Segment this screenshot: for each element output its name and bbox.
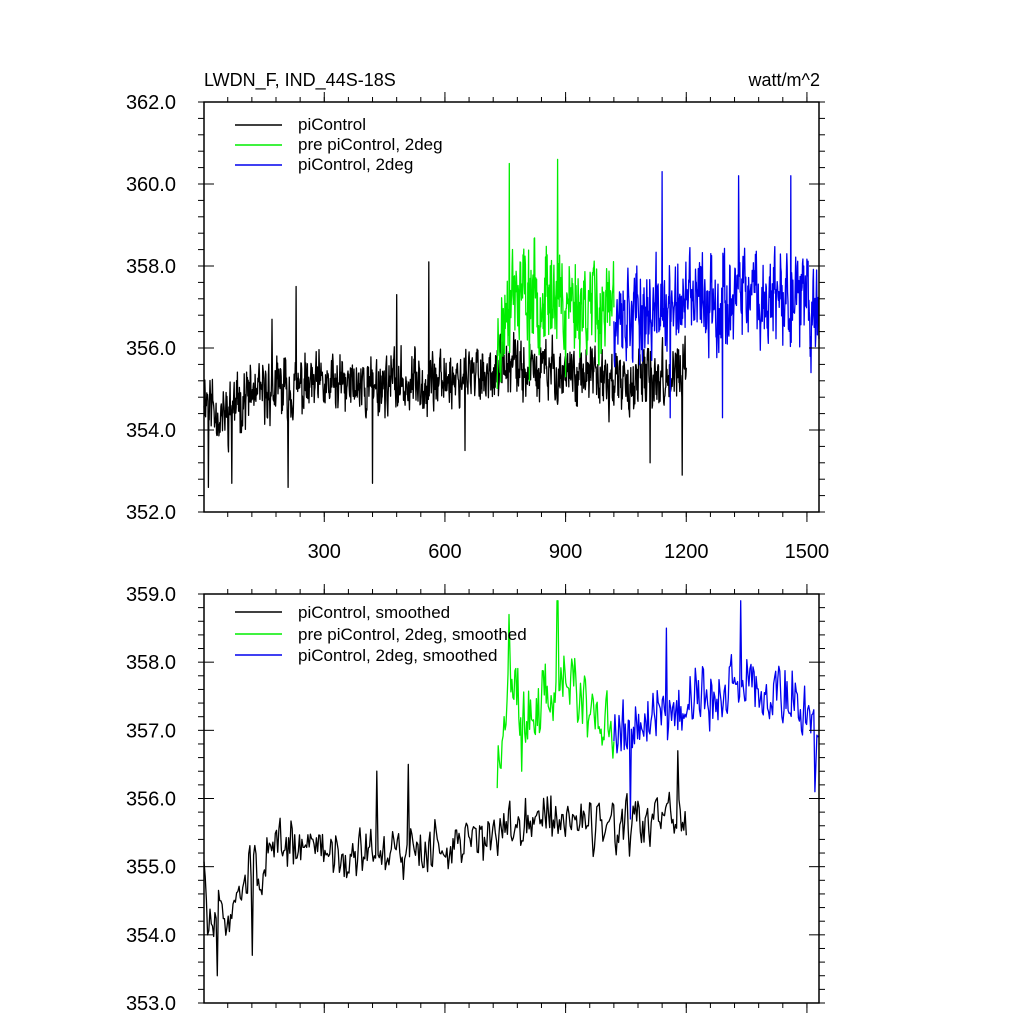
top-plot-frame (203, 101, 820, 513)
top-x-tick-label: 900 (549, 541, 582, 563)
top-y-tick-label: 354.0 (126, 420, 176, 442)
bottom-y-tick-label: 355.0 (126, 857, 176, 879)
top-series-lines (203, 158, 820, 489)
bottom-legend: piControl, smoothed pre piControl, 2deg,… (235, 603, 527, 665)
top-units-label: watt/m^2 (748, 70, 820, 90)
top-x-tick-label: 1200 (664, 541, 709, 563)
top-series-picontrol-2deg (613, 171, 820, 419)
top-axis-ticks: 352.0 354.0 356.0 358.0 360.0 362.0 300 600 900 1… (126, 92, 829, 563)
legend-label-picontrol-2deg-smoothed: piControl, 2deg, smoothed (298, 646, 497, 665)
bottom-y-tick-label: 356.0 (126, 789, 176, 811)
top-legend: piControl pre piControl, 2deg piControl,… (235, 115, 443, 174)
top-y-tick-label: 360.0 (126, 174, 176, 196)
bottom-y-tick-label: 357.0 (126, 720, 176, 742)
bottom-plot-frame (203, 593, 820, 1004)
top-y-tick-label: 358.0 (126, 256, 176, 278)
legend-label-picontrol: piControl (298, 115, 366, 134)
bottom-series-picontrol-smoothed (203, 750, 687, 977)
top-series-picontrol (203, 261, 687, 489)
top-y-tick-label: 362.0 (126, 92, 176, 114)
top-title: LWDN_F, IND_44S-18S (204, 70, 396, 91)
bottom-y-tick-label: 354.0 (126, 925, 176, 947)
top-series-pre-picontrol-2deg (496, 158, 615, 390)
top-x-tick-label: 300 (308, 541, 341, 563)
legend-label-pre-picontrol-2deg: pre piControl, 2deg (298, 135, 443, 154)
top-y-tick-label: 356.0 (126, 338, 176, 360)
top-x-tick-label: 600 (428, 541, 461, 563)
bottom-y-tick-label: 358.0 (126, 652, 176, 674)
bottom-y-tick-label: 359.0 (126, 584, 176, 606)
bottom-y-tick-label: 353.0 (126, 993, 176, 1015)
legend-label-picontrol-smoothed: piControl, smoothed (298, 603, 450, 622)
top-panel: LWDN_F, IND_44S-18S watt/m^2 352.0354.03… (126, 70, 829, 563)
bottom-panel: 353.0 354.0 355.0 356.0 357.0 358.0 359.0 piCo… (126, 584, 825, 1015)
legend-label-picontrol-2deg: piControl, 2deg (298, 155, 413, 174)
bottom-series-picontrol-2deg-smoothed (613, 600, 820, 820)
top-x-tick-label: 1500 (785, 541, 830, 563)
top-y-tick-label: 352.0 (126, 502, 176, 524)
bottom-axis-ticks: 353.0 354.0 355.0 356.0 357.0 358.0 359.0 (126, 584, 825, 1015)
legend-label-pre-picontrol-2deg-smoothed: pre piControl, 2deg, smoothed (298, 625, 527, 644)
bottom-series-lines (203, 600, 820, 977)
bottom-series-pre-picontrol-2deg-smoothed (496, 600, 615, 789)
